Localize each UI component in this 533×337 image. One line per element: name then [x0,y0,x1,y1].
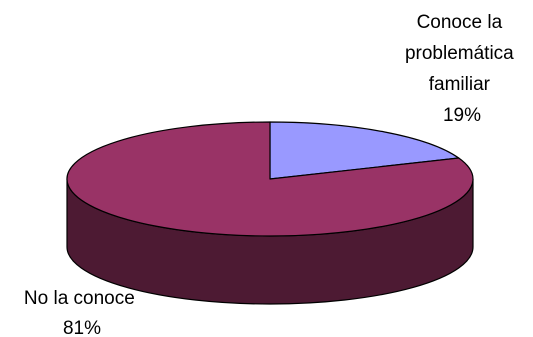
pie-top-layer [66,121,474,237]
label-conoce-value: 19% [443,105,481,126]
label-no-conoce-line-1: No la conoce [24,288,135,309]
label-conoce-line-2: problemática [405,43,514,64]
label-conoce-line-3: familiar [429,74,491,95]
label-no-conoce: No la conoce 81% [24,288,140,337]
label-conoce-line-1: Conoce la [417,12,503,33]
pie-slice-conoce-la-problem-tica-familiar [269,121,460,180]
pie-slice-no-la-conoce [66,121,474,237]
label-conoce: Conoce la problemática familiar 19% [405,12,519,126]
label-no-conoce-value: 81% [63,318,101,337]
